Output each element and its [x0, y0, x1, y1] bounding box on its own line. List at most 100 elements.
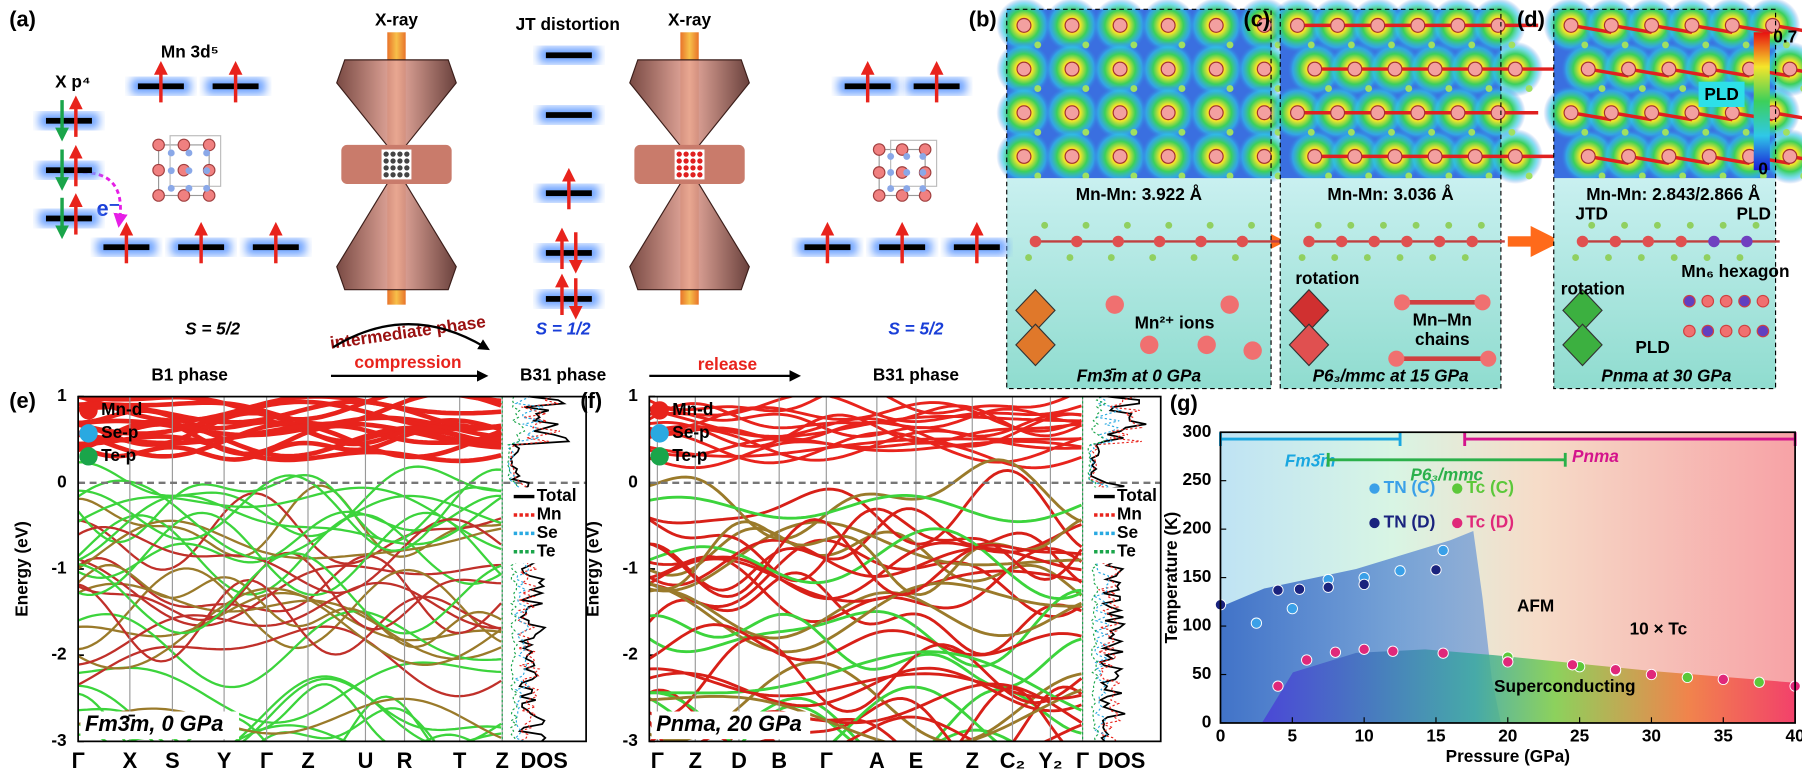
- band: [649, 688, 1082, 742]
- atom: [872, 166, 886, 179]
- atom: [1347, 148, 1363, 164]
- atom: [1653, 221, 1661, 229]
- band: [649, 396, 1072, 415]
- atom: [1701, 324, 1715, 338]
- dos-legend-label: Mn: [1117, 504, 1142, 524]
- chains-label: chains: [1415, 329, 1470, 349]
- y-tick-label: 50: [1192, 663, 1211, 683]
- ion: [1197, 335, 1216, 355]
- x-tick-label: Z: [966, 748, 979, 773]
- atom: [1107, 254, 1115, 261]
- x-tick-label: Z: [301, 748, 314, 773]
- atom: [1719, 221, 1727, 229]
- atom: [1388, 41, 1395, 49]
- atom: [1450, 17, 1466, 33]
- band: [649, 427, 1082, 462]
- sample-atom: [383, 165, 389, 171]
- atom: [1256, 105, 1272, 121]
- panel-frame: [1279, 8, 1502, 390]
- atom: [1759, 172, 1767, 180]
- atom: [1507, 148, 1523, 164]
- sample-atom: [683, 151, 689, 157]
- dos-legend-label: Mn: [537, 504, 562, 524]
- data-point: [1753, 676, 1765, 688]
- unit-cell: [890, 139, 938, 187]
- bands: [78, 396, 502, 742]
- unit-cell: [169, 135, 222, 187]
- atom: [1782, 61, 1798, 77]
- data-point: [1322, 581, 1334, 593]
- x-tick-label: Y₂: [1038, 748, 1062, 773]
- colorbar-label: 0: [1758, 159, 1768, 179]
- atom: [1428, 41, 1436, 49]
- colorbar-label: 0.7: [1773, 27, 1797, 47]
- sample-atom: [697, 172, 703, 178]
- pld-label: PLD: [1704, 84, 1738, 104]
- atom: [1598, 85, 1606, 93]
- atom: [1231, 254, 1239, 261]
- atom: [903, 185, 911, 193]
- x-tick-label: X: [123, 748, 138, 773]
- ion: [1388, 350, 1405, 367]
- pld-box: [1698, 81, 1745, 107]
- atom: [1644, 105, 1660, 121]
- atom: [1782, 41, 1790, 49]
- lower-bg: [1006, 178, 1272, 389]
- phase-label: B31 phase: [520, 364, 606, 384]
- pld-label: PLD: [1737, 204, 1771, 224]
- atom: [1370, 17, 1386, 33]
- spin-label: S = 1/2: [536, 318, 591, 338]
- atom: [1016, 105, 1032, 121]
- atom: [1445, 172, 1453, 180]
- ion: [1105, 295, 1124, 314]
- atom: [152, 163, 165, 177]
- sample-atom: [390, 165, 396, 171]
- atom: [1178, 41, 1186, 49]
- xray-label: X-ray: [375, 9, 418, 29]
- atom: [1724, 17, 1740, 33]
- band: [78, 558, 502, 627]
- legend-marker: [650, 401, 669, 420]
- atom: [1165, 221, 1173, 229]
- atom: [1347, 221, 1355, 229]
- atom: [177, 138, 191, 152]
- atom: [1041, 221, 1049, 229]
- atom: [1445, 85, 1453, 93]
- y-tick-label: 250: [1183, 469, 1212, 489]
- atom: [1160, 61, 1176, 77]
- band: [78, 396, 502, 424]
- atom: [1686, 221, 1694, 229]
- legend-label: Tc (D): [1466, 512, 1514, 532]
- x-tick-label: 20: [1498, 725, 1517, 745]
- atom: [1412, 221, 1420, 229]
- atom: [1576, 235, 1589, 248]
- atom: [1507, 61, 1523, 77]
- band-plot: (e) Energy (eV) -3 -2 -1 0 1 Γ X S Y Γ Z U R T Z DOS Mn-d S…: [9, 385, 587, 773]
- atom: [1064, 105, 1080, 121]
- pld-label: PLD: [1635, 337, 1669, 357]
- band: [649, 538, 1082, 587]
- band: [78, 722, 502, 742]
- band: [78, 610, 502, 689]
- band: [78, 683, 476, 742]
- atom: [872, 189, 886, 202]
- atom: [1123, 221, 1131, 229]
- atom: [1290, 17, 1305, 33]
- panel-label: (d): [1517, 7, 1545, 32]
- dos-legend-label: Total: [537, 485, 577, 505]
- data-point: [1272, 680, 1284, 692]
- panel-frame: [1553, 8, 1777, 390]
- atom: [1461, 254, 1469, 261]
- rotation-label: rotation: [1561, 278, 1625, 298]
- atom: [1603, 17, 1619, 33]
- atom: [1485, 85, 1493, 93]
- band: [78, 486, 502, 551]
- legend-marker: [1452, 517, 1463, 529]
- xray-label: X-ray: [668, 9, 711, 29]
- panel-label: (g): [1170, 390, 1198, 415]
- atom: [1149, 254, 1157, 261]
- sample-atom: [697, 158, 703, 164]
- y-axis-label: Energy (eV): [12, 521, 32, 617]
- legend-marker: [79, 401, 98, 420]
